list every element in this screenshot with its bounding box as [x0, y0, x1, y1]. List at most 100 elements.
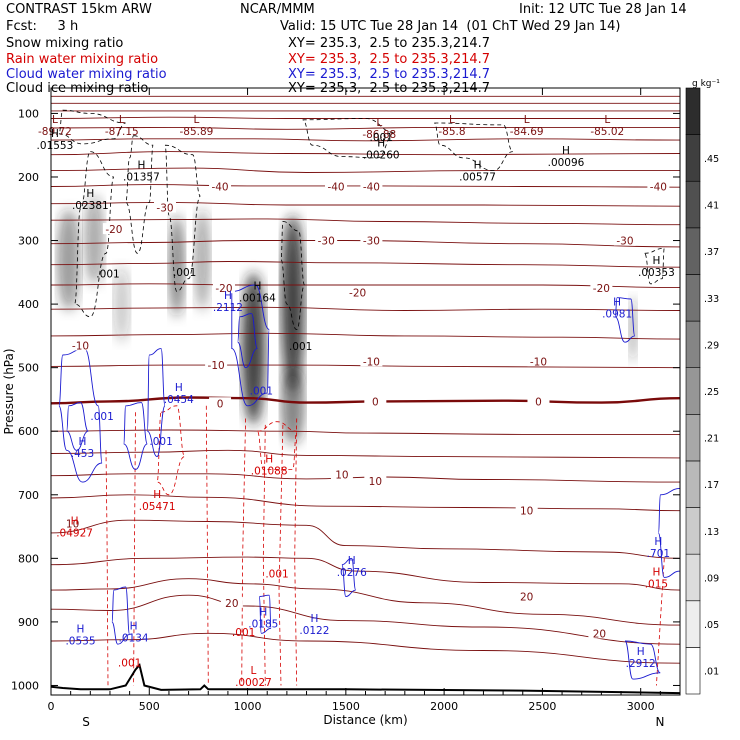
- rain-contour: [241, 418, 246, 686]
- forecast-hour: Fcst: 3 h: [6, 19, 79, 34]
- temperature-contour-line: [51, 519, 680, 559]
- colorbar-level-label: .09: [704, 573, 719, 584]
- endpoint-label-right: N: [656, 715, 665, 729]
- extremum-marker: H: [613, 296, 621, 308]
- colorbar-bin: [685, 227, 701, 275]
- extremum-marker: H: [474, 160, 482, 172]
- extremum-marker: H: [77, 624, 85, 636]
- colorbar-level-label: .05: [704, 620, 719, 631]
- extremum-marker: H: [259, 606, 267, 618]
- extremum-value: .0276: [337, 567, 367, 579]
- temperature-contour-label: 10: [369, 476, 382, 488]
- colorbar-level-label: .01: [704, 667, 719, 678]
- temperature-contour-label: -20: [593, 283, 610, 295]
- temperature-label-bg: [360, 180, 383, 192]
- extremum-value: .0535: [65, 636, 95, 648]
- temperature-contour-label: 20: [225, 598, 238, 610]
- temperature-label-bg: [588, 627, 611, 639]
- temperature-contour-label: -10: [530, 356, 547, 368]
- contour-value-label: .001: [149, 436, 172, 448]
- temperature-contour-label: -40: [327, 182, 344, 194]
- temperature-label-bg: [647, 180, 670, 192]
- extremum-value: .015: [645, 578, 668, 590]
- x-tick-label: 2000: [430, 700, 458, 713]
- temperature-contour-line: [51, 578, 680, 626]
- extremum-marker: H: [654, 536, 662, 548]
- extremum-value: -86.88: [362, 129, 396, 141]
- snow-shade-blob: [113, 265, 130, 343]
- temperature-contour-label: -20: [215, 283, 232, 295]
- y-tick-label: 700: [18, 489, 39, 502]
- extremum-marker: L: [52, 114, 58, 126]
- axes-layer: 0 500 1000 1500 2000 2500 30001002003004005006…: [2, 88, 680, 729]
- temperature-contour-label: 10: [66, 518, 79, 530]
- temperature-contour-line: [51, 473, 680, 483]
- temperature-contour-line: [51, 201, 680, 207]
- field-name-snow: Snow mixing ratio: [6, 36, 124, 51]
- colorbar-unit: g kg⁻¹: [692, 79, 720, 89]
- contour-value-label: .001: [289, 341, 312, 353]
- y-tick-label: 800: [18, 552, 39, 565]
- extremum-value: .2112: [213, 302, 243, 314]
- colorbar-level-label: .45: [704, 154, 719, 165]
- extremum-value: .701: [647, 548, 670, 560]
- temperature-label-bg: [102, 223, 125, 235]
- temperature-label-bg: [154, 201, 177, 213]
- field-xy-cloud-water: XY= 235.3, 2.5 to 235.3,214.7: [288, 67, 491, 82]
- temperature-contour-label: -30: [318, 236, 335, 248]
- temperature-contour-line: [51, 429, 680, 435]
- snow-shade-blob: [280, 367, 305, 444]
- temperature-label-bg: [346, 286, 369, 298]
- colorbar-level-label: .33: [704, 294, 719, 305]
- temperature-label-bg: [360, 355, 383, 367]
- zero-isotherm: [51, 396, 680, 405]
- temperature-contour-label: 10: [520, 506, 533, 518]
- colorbar-level-label: .21: [704, 434, 719, 445]
- temperature-label-bg: [515, 504, 538, 516]
- contour-value-label: .001: [90, 411, 113, 423]
- extremum-value: .01553: [37, 140, 74, 152]
- temperature-contour-line: [51, 632, 680, 664]
- temperature-label-bg: [360, 234, 383, 246]
- field-xy-rain: XY= 235.3, 2.5 to 235.3,214.7: [288, 52, 491, 67]
- temperature-contour-line: [51, 151, 680, 156]
- snow-shade-blob: [56, 208, 81, 311]
- extremum-marker: H: [130, 620, 138, 632]
- x-tick-label: 1000: [234, 700, 262, 713]
- extremum-marker: H: [224, 290, 232, 302]
- extremum-value: .00027: [235, 677, 272, 689]
- temperature-label-bg: [69, 339, 92, 351]
- colorbar-bin: [685, 274, 701, 322]
- cloud-water-contour: [123, 402, 148, 470]
- snow-shade-blob: [628, 297, 637, 362]
- init-time: Init: 12 UTC Tue 28 Jan 14: [519, 2, 687, 17]
- rain-contour: [257, 421, 298, 470]
- cloud-ice-contour: [644, 247, 665, 285]
- x-tick-label: 2500: [528, 700, 556, 713]
- temperature-contour-label: 10: [335, 469, 348, 481]
- extremum-marker: L: [119, 114, 125, 126]
- temperature-contour-label: -40: [211, 182, 228, 194]
- temperature-contour-line: [51, 494, 680, 512]
- y-tick-label: 300: [18, 235, 39, 248]
- temperature-label-bg: [212, 282, 235, 294]
- extremum-value: .01357: [123, 172, 160, 184]
- terrain-line: [51, 663, 680, 695]
- rain-contour: [262, 424, 266, 686]
- temperature-contour-line: [51, 306, 680, 311]
- extremum-value: -89.72: [38, 126, 72, 138]
- cloud-water-contour: [111, 586, 131, 645]
- rain-contour-layer: [105, 405, 665, 686]
- endpoint-label-left: S: [82, 715, 90, 729]
- temperature-contour-label: 0: [372, 396, 379, 408]
- extremum-marker: L: [449, 114, 455, 126]
- temperature-label-bg: [613, 234, 636, 246]
- temperature-contour-line: [51, 167, 680, 173]
- colorbar-bin: [685, 647, 701, 695]
- snow-shading-layer: [56, 196, 637, 444]
- extremum-marker: H: [652, 255, 660, 267]
- extremum-marker: H: [137, 160, 145, 172]
- contour-value-label: .001: [370, 132, 393, 144]
- temperature-label-bg: [209, 180, 232, 192]
- field-name-cloud-water: Cloud water mixing ratio: [6, 67, 167, 82]
